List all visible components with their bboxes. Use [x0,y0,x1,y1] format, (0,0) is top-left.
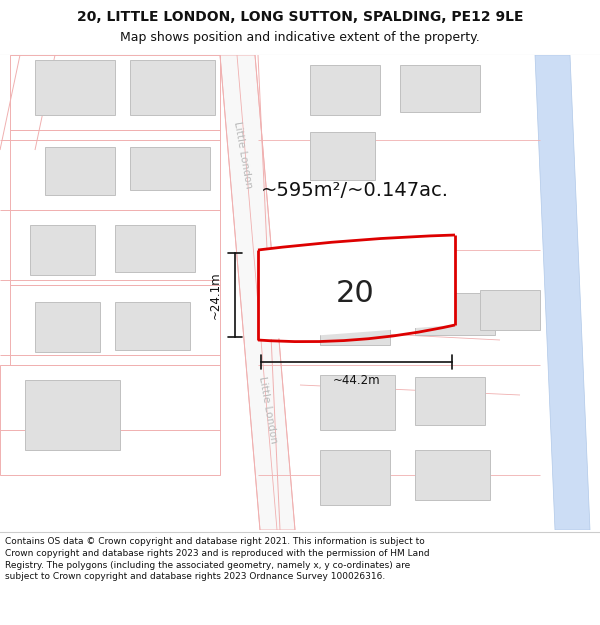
Bar [35,302,100,352]
Text: Little London: Little London [257,376,279,444]
Bar [415,450,490,500]
Bar [310,65,380,115]
Bar [480,290,540,330]
Bar [320,293,390,345]
Polygon shape [258,235,455,340]
Text: Contains OS data © Crown copyright and database right 2021. This information is : Contains OS data © Crown copyright and d… [5,537,430,581]
Bar [115,302,190,350]
Text: Map shows position and indicative extent of the property.: Map shows position and indicative extent… [120,31,480,44]
Bar [400,65,480,112]
Text: 20, LITTLE LONDON, LONG SUTTON, SPALDING, PE12 9LE: 20, LITTLE LONDON, LONG SUTTON, SPALDING… [77,10,523,24]
Bar [30,225,95,275]
Bar [320,450,390,505]
Bar [130,60,215,115]
Text: ~24.1m: ~24.1m [209,271,221,319]
Bar [415,377,485,425]
Bar [45,147,115,195]
Bar [25,380,120,450]
Text: Little London: Little London [232,121,254,189]
Polygon shape [220,55,295,530]
Polygon shape [535,55,590,530]
Bar [35,60,115,115]
Bar [310,132,375,180]
Text: ~44.2m: ~44.2m [332,374,380,386]
Bar [415,293,495,335]
Bar [130,147,210,190]
Bar [115,225,195,272]
Text: ~595m²/~0.147ac.: ~595m²/~0.147ac. [261,181,449,199]
Bar [320,375,395,430]
Text: 20: 20 [335,279,374,308]
